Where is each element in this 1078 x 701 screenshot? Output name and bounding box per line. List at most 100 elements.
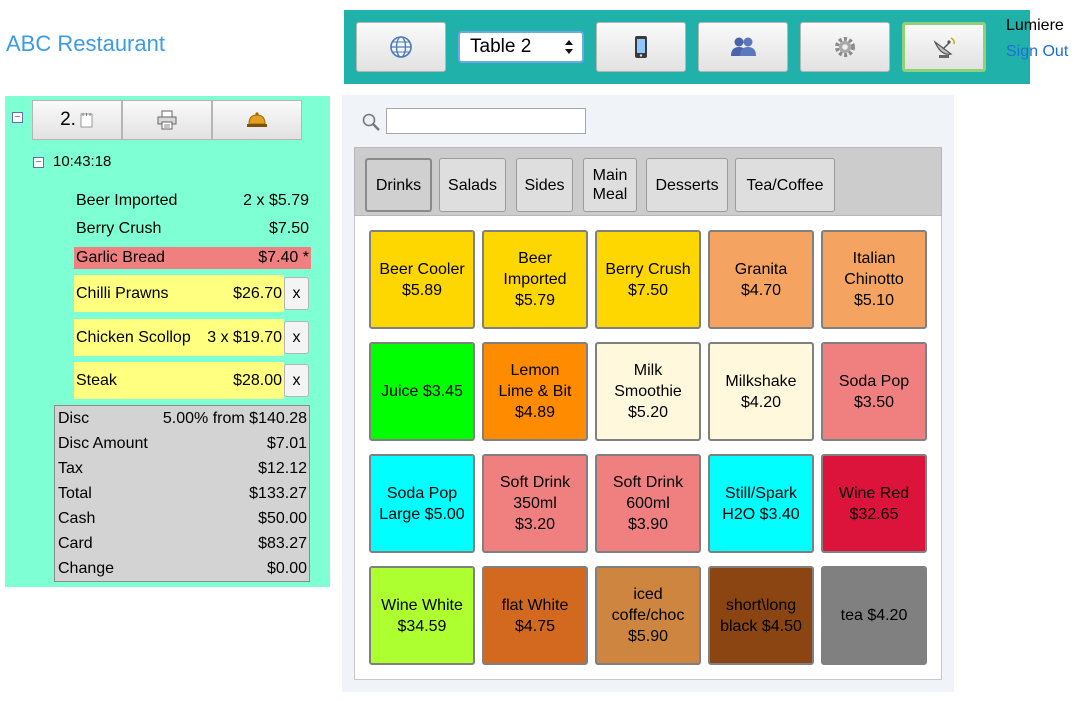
menu-item-tile[interactable]: Soft Drink 350ml $3.20: [482, 454, 588, 553]
order-item-price: $28.00: [233, 371, 282, 389]
collapse-order-icon[interactable]: −: [12, 112, 23, 123]
settings-button[interactable]: [800, 22, 890, 72]
order-item-name: Garlic Bread: [76, 249, 165, 266]
menu-item-tile[interactable]: Wine White $34.59: [369, 566, 475, 665]
menu-item-label: Juice $3.45: [381, 383, 463, 400]
menu-item-tile[interactable]: Berry Crush $7.50: [595, 230, 701, 329]
summary-row: Disc Amount $7.01: [55, 431, 309, 456]
menu-item-tile[interactable]: iced coffe/choc $5.90: [595, 566, 701, 665]
menu-item-label: Milk Smoothie $5.20: [614, 362, 682, 421]
user-name: Lumiere: [1006, 17, 1064, 34]
menu-item-label: tea $4.20: [840, 607, 908, 624]
menu-item-tile[interactable]: Soda Pop Large $5.00: [369, 454, 475, 553]
tab-drinks[interactable]: Drinks: [365, 158, 432, 212]
menu-item-tile[interactable]: Juice $3.45: [369, 342, 475, 441]
order-item[interactable]: Garlic Bread $7.40 *: [74, 247, 311, 269]
menu-item-label: flat White $4.75: [501, 596, 569, 635]
menu-item-label: Beer Imported $5.79: [503, 250, 567, 309]
phone-icon: [635, 36, 647, 58]
users-icon: [731, 37, 756, 56]
menu-item-label: Granita $4.70: [734, 260, 788, 299]
menu-item-tile[interactable]: Beer Cooler $5.89: [369, 230, 475, 329]
order-item[interactable]: Chilli Prawns $26.70: [74, 275, 284, 312]
menu-item-tile[interactable]: Wine Red $32.65: [821, 454, 927, 553]
collapse-time-group-icon[interactable]: −: [33, 157, 44, 168]
summary-value: 5.00% from $140.28: [162, 409, 307, 427]
print-button[interactable]: [122, 100, 212, 140]
broadcast-button[interactable]: [902, 22, 986, 72]
menu-item-tile[interactable]: tea $4.20: [821, 566, 927, 665]
order-item[interactable]: Steak $28.00: [74, 362, 284, 399]
summary-row: Disc 5.00% from $140.28: [55, 406, 309, 431]
summary-row: Total $133.27: [55, 481, 309, 506]
summary-label: Tax: [58, 459, 83, 477]
menu-item-tile[interactable]: short\long black $4.50: [708, 566, 814, 665]
summary-value: $12.12: [258, 459, 307, 477]
order-item[interactable]: Beer Imported 2 x $5.79: [74, 190, 311, 212]
menu-item-label: Lemon Lime & Bit $4.89: [498, 362, 572, 421]
menu-item-tile[interactable]: Soda Pop $3.50: [821, 342, 927, 441]
summary-label: Card: [58, 534, 93, 552]
menu-item-label: Wine White $34.59: [381, 596, 463, 635]
menu-item-label: Milkshake $4.20: [725, 372, 797, 411]
remove-item-button[interactable]: x: [284, 277, 309, 310]
summary-row: Change $0.00: [55, 556, 309, 581]
tab-main-meal[interactable]: Main Meal: [583, 158, 637, 212]
sign-out-link[interactable]: Sign Out: [1006, 43, 1069, 60]
summary-value: $7.01: [266, 434, 307, 452]
menu-item-tile[interactable]: flat White $4.75: [482, 566, 588, 665]
order-item-name: Chicken Scollop: [76, 328, 191, 346]
bell-icon: [247, 112, 267, 127]
app-title: ABC Restaurant: [6, 31, 165, 56]
menu-item-tile[interactable]: Lemon Lime & Bit $4.89: [482, 342, 588, 441]
phone-button[interactable]: [596, 22, 686, 72]
menu-item-label: short\long black $4.50: [720, 596, 802, 635]
order-panel: − 2. − 10:43:18 Beer Imported 2 x $5.79 …: [5, 96, 330, 587]
order-item[interactable]: Berry Crush $7.50: [74, 218, 311, 240]
table-select[interactable]: Table 2: [458, 31, 584, 63]
summary-value: $50.00: [258, 509, 307, 527]
order-number-button[interactable]: 2.: [32, 100, 122, 140]
summary-label: Disc Amount: [58, 434, 148, 452]
menu-item-tile[interactable]: Soft Drink 600ml $3.90: [595, 454, 701, 553]
menu-item-tile[interactable]: Milk Smoothie $5.20: [595, 342, 701, 441]
magnifier-icon: [362, 113, 380, 131]
summary-row: Cash $50.00: [55, 506, 309, 531]
summary-label: Disc: [58, 409, 90, 427]
menu-item-label: Soda Pop Large $5.00: [379, 484, 465, 523]
summary-value: $83.27: [258, 534, 307, 552]
order-item-price: $26.70: [233, 284, 282, 302]
summary-value: $0.00: [266, 559, 307, 577]
category-tabs: Drinks Salads Sides Main Meal Desserts T…: [354, 147, 942, 216]
tab-desserts[interactable]: Desserts: [646, 158, 728, 212]
menu-item-label: Soda Pop $3.50: [838, 372, 910, 411]
language-button[interactable]: [356, 22, 446, 72]
summary-label: Cash: [58, 509, 96, 527]
order-item-price: $7.50: [268, 220, 309, 237]
menu-search-input[interactable]: [386, 108, 586, 134]
tab-salads[interactable]: Salads: [439, 158, 506, 212]
call-waiter-button[interactable]: [212, 100, 302, 140]
summary-row: Card $83.27: [55, 531, 309, 556]
select-arrows-icon: [565, 40, 573, 54]
users-button[interactable]: [698, 22, 788, 72]
menu-item-tile[interactable]: Granita $4.70: [708, 230, 814, 329]
menu-item-tile[interactable]: Italian Chinotto $5.10: [821, 230, 927, 329]
tab-tea-coffee[interactable]: Tea/Coffee: [735, 158, 835, 212]
order-item-price: 3 x $19.70: [207, 328, 282, 346]
menu-item-label: iced coffe/choc $5.90: [611, 586, 685, 645]
remove-item-button[interactable]: x: [284, 321, 309, 354]
menu-item-label: Soft Drink 600ml $3.90: [612, 474, 684, 533]
order-item-name: Beer Imported: [76, 192, 178, 209]
menu-item-label: Beer Cooler $5.89: [379, 260, 465, 299]
summary-value: $133.27: [249, 484, 307, 502]
order-item-price: 2 x $5.79: [243, 192, 309, 209]
menu-item-tile[interactable]: Beer Imported $5.79: [482, 230, 588, 329]
remove-item-button[interactable]: x: [284, 364, 309, 397]
menu-item-tile[interactable]: Milkshake $4.20: [708, 342, 814, 441]
menu-item-tile[interactable]: Still/Spark H2O $3.40: [708, 454, 814, 553]
order-item-price: $7.40 *: [258, 249, 309, 266]
tab-sides[interactable]: Sides: [516, 158, 573, 212]
order-time: 10:43:18: [53, 153, 112, 170]
order-item[interactable]: Chicken Scollop 3 x $19.70: [74, 319, 284, 356]
